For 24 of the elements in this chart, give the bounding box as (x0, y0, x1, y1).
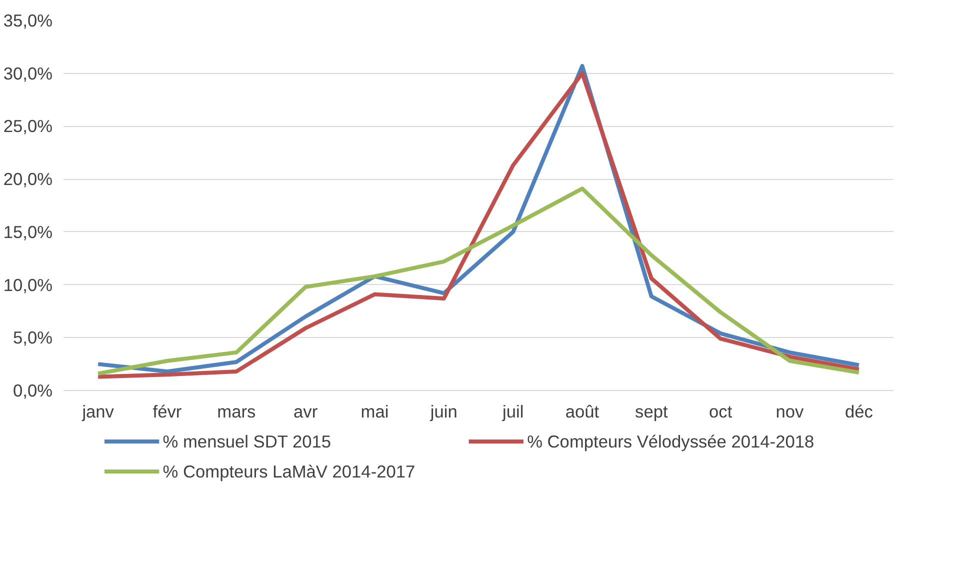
x-tick-label: juin (429, 402, 458, 422)
y-tick-label: 15,0% (3, 222, 53, 242)
x-tick-label: sept (635, 402, 668, 422)
y-tick-label: 20,0% (3, 169, 53, 190)
x-tick-label: nov (776, 402, 804, 422)
x-tick-label: mai (360, 402, 389, 422)
x-tick-label: août (565, 402, 600, 422)
x-tick-label: mars (217, 402, 256, 422)
line-series (96, 186, 861, 376)
y-tick-label: 35,0% (3, 10, 53, 30)
y-tick-label: 0,0% (13, 380, 53, 400)
x-tick-label: janv (81, 402, 114, 422)
legend-label: % mensuel SDT 2015 (162, 432, 332, 452)
x-tick-label: avr (294, 402, 318, 422)
x-tick-label: oct (709, 402, 732, 422)
x-tick-label: déc (844, 402, 874, 422)
legend-label: % Compteurs LaMàV 2014-2017 (162, 462, 416, 482)
y-tick-label: 10,0% (3, 274, 53, 295)
y-tick-label: 30,0% (3, 63, 53, 84)
x-tick-label: févr (152, 402, 182, 422)
legend-label: % Compteurs Vélodyssée 2014-2018 (527, 432, 814, 452)
x-tick-label: juil (501, 402, 524, 422)
y-tick-label: 5,0% (13, 328, 53, 348)
y-tick-label: 25,0% (3, 116, 53, 136)
